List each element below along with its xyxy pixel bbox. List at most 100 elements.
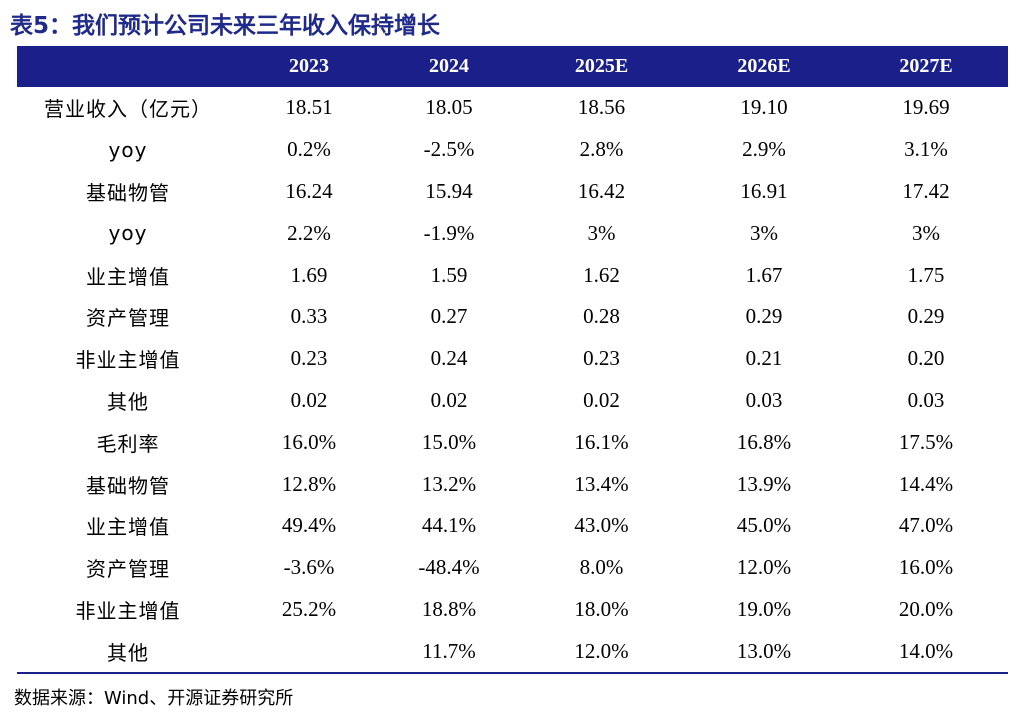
table-cell: 49.4% — [281, 513, 337, 538]
table-cell — [239, 630, 379, 675]
table-cell: 3.1% — [904, 137, 948, 162]
table-cell: 13.9% — [736, 471, 792, 496]
table-cell: 12.8% — [281, 471, 337, 496]
table-cell: 0.20 — [907, 346, 945, 371]
table-row: 业主增值 1.69 1.59 1.62 1.67 1.75 — [17, 254, 1008, 296]
row-label: 非业主增值 — [75, 598, 181, 623]
table-row: 资产管理 -3.6% -48.4% 8.0% 12.0% 16.0% — [17, 547, 1008, 589]
table-cell: 16.91 — [740, 178, 788, 203]
table-cell: 19.10 — [740, 95, 788, 120]
table-cell: 19.69 — [902, 95, 950, 120]
table-cell: 14.4% — [898, 471, 954, 496]
header-cell-label — [17, 46, 239, 87]
row-label: yoy — [108, 221, 148, 246]
table-cell: -2.5% — [423, 137, 475, 162]
table-cell: 18.51 — [285, 95, 333, 120]
table-cell: 12.0% — [519, 630, 684, 675]
row-label: yoy — [108, 137, 148, 162]
table-cell: 2.9% — [742, 137, 786, 162]
header-cell-2025e: 2025E — [519, 46, 684, 87]
table-cell: 0.29 — [745, 304, 783, 329]
table-cell: 43.0% — [574, 513, 629, 538]
table-cell: 16.0% — [281, 429, 337, 454]
table-cell: -1.9% — [423, 220, 475, 245]
table-cell: 19.0% — [736, 596, 792, 621]
table-row: 非业主增值 25.2% 18.8% 18.0% 19.0% 20.0% — [17, 589, 1008, 631]
row-label: 业主增值 — [86, 264, 170, 289]
table-cell: 0.28 — [583, 304, 620, 329]
table-cell: 1.62 — [583, 262, 620, 287]
table-cell: 0.33 — [290, 304, 328, 329]
table-row: 基础物管 16.24 15.94 16.42 16.91 17.42 — [17, 171, 1008, 213]
table-row: 业主增值 49.4% 44.1% 43.0% 45.0% 47.0% — [17, 505, 1008, 547]
row-label: 基础物管 — [86, 473, 170, 498]
table-cell: 0.24 — [430, 346, 468, 371]
row-label: 毛利率 — [96, 431, 160, 456]
row-label: 资产管理 — [86, 557, 170, 582]
table-cell: 13.0% — [684, 630, 844, 675]
table-cell: 17.42 — [902, 178, 950, 203]
forecast-table-container: 2023 2024 2025E 2026E 2027E 营业收入（亿元） 18.5… — [17, 46, 1008, 675]
forecast-table: 2023 2024 2025E 2026E 2027E 营业收入（亿元） 18.5… — [17, 46, 1008, 675]
table-cell: 18.05 — [425, 95, 473, 120]
table-cell: 18.8% — [421, 596, 477, 621]
table-cell: -3.6% — [283, 555, 335, 580]
table-cell: 12.0% — [736, 555, 792, 580]
table-cell: 8.0% — [579, 555, 624, 580]
header-cell-2026e: 2026E — [684, 46, 844, 87]
header-cell-2023: 2023 — [239, 46, 379, 87]
table-cell: 2.2% — [287, 220, 331, 245]
table-cell: 14.0% — [844, 630, 1008, 675]
table-cell: 0.03 — [907, 387, 945, 412]
table-row: 其他 0.02 0.02 0.02 0.03 0.03 — [17, 380, 1008, 422]
table-cell: 16.8% — [736, 429, 792, 454]
header-cell-2024: 2024 — [379, 46, 519, 87]
row-label: 其他 — [107, 389, 149, 414]
table-body: 营业收入（亿元） 18.51 18.05 18.56 19.10 19.69 yoy 0.2%… — [17, 87, 1008, 675]
header-cell-2027e: 2027E — [844, 46, 1008, 87]
row-label: 业主增值 — [86, 515, 170, 540]
table-cell: 2.8% — [579, 137, 624, 162]
table-cell: 0.2% — [287, 137, 331, 162]
table-cell: 13.2% — [421, 471, 477, 496]
row-label: 基础物管 — [86, 180, 170, 205]
row-label: 资产管理 — [86, 306, 170, 331]
table-cell: 0.02 — [290, 387, 328, 412]
table-row: 非业主增值 0.23 0.24 0.23 0.21 0.20 — [17, 338, 1008, 380]
table-cell: 13.4% — [574, 471, 629, 496]
table-row: yoy 0.2% -2.5% 2.8% 2.9% 3.1% — [17, 129, 1008, 171]
header-row: 2023 2024 2025E 2026E 2027E — [17, 46, 1008, 87]
table-row: 资产管理 0.33 0.27 0.28 0.29 0.29 — [17, 296, 1008, 338]
table-cell: 15.0% — [421, 429, 477, 454]
table-cell: 11.7% — [379, 630, 519, 675]
table-cell: 17.5% — [898, 429, 954, 454]
table-cell: 0.02 — [583, 387, 620, 412]
table-cell: 0.23 — [583, 346, 620, 371]
table-cell: 16.1% — [574, 429, 629, 454]
table-cell: 16.24 — [285, 178, 333, 203]
table-cell: 18.0% — [574, 596, 629, 621]
table-row: 其他 11.7% 12.0% 13.0% 14.0% — [17, 630, 1008, 675]
table-cell: 1.67 — [745, 262, 783, 287]
table-cell: 16.0% — [898, 555, 954, 580]
table-cell: 20.0% — [898, 596, 954, 621]
table-cell: 0.23 — [290, 346, 328, 371]
table-cell: 0.02 — [430, 387, 468, 412]
table-title: 表5：我们预计公司未来三年收入保持增长 — [10, 13, 441, 39]
table-cell: 18.56 — [577, 95, 626, 120]
table-cell: 44.1% — [421, 513, 477, 538]
table-cell: 1.69 — [290, 262, 328, 287]
table-cell: 1.59 — [430, 262, 468, 287]
row-label: 营业收入（亿元） — [44, 97, 212, 122]
table-cell: 0.03 — [745, 387, 783, 412]
table-cell: 16.42 — [577, 178, 626, 203]
source-note: 数据来源：Wind、开源证券研究所 — [14, 688, 294, 709]
table-cell: 3% — [750, 220, 778, 245]
table-cell: 0.29 — [907, 304, 945, 329]
row-label: 非业主增值 — [75, 348, 181, 373]
table-cell: 25.2% — [281, 596, 337, 621]
table-row: yoy 2.2% -1.9% 3% 3% 3% — [17, 212, 1008, 254]
table-cell: 3% — [587, 220, 616, 245]
table-cell: 0.27 — [430, 304, 468, 329]
table-row: 基础物管 12.8% 13.2% 13.4% 13.9% 14.4% — [17, 463, 1008, 505]
